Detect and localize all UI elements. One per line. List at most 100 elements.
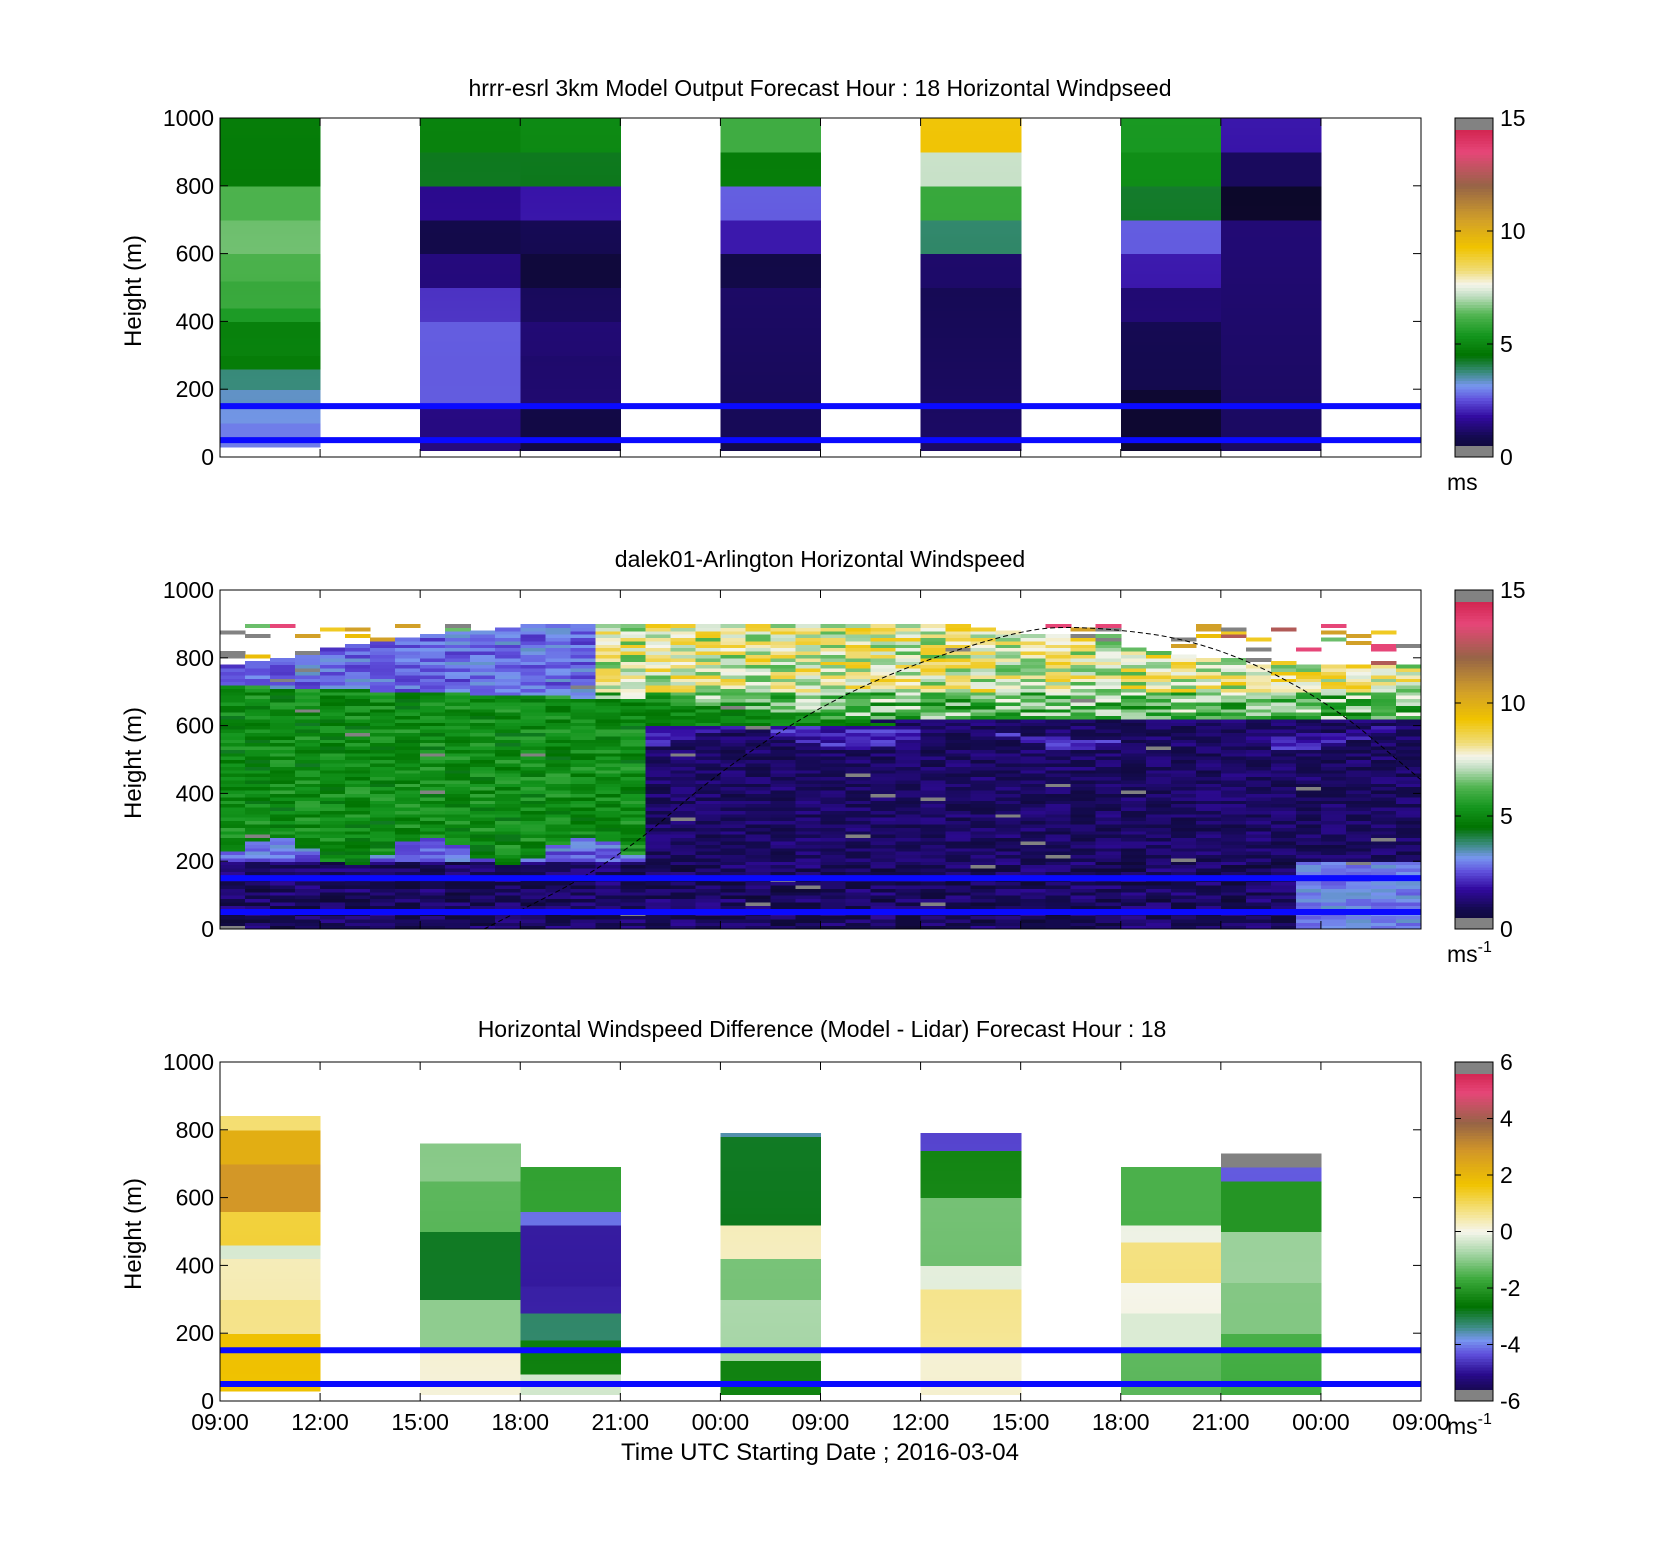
heatmap-cell (520, 389, 621, 394)
heatmap-cell (1095, 688, 1122, 693)
heatmap-cell (1095, 640, 1122, 645)
heatmap-cell (345, 793, 371, 798)
y-tick-label: 400 (176, 308, 214, 334)
heatmap-cell (1045, 895, 1072, 900)
heatmap-cell (1120, 165, 1222, 170)
heatmap-cell (1245, 674, 1272, 679)
panel-lidar-cells (220, 623, 1422, 930)
heatmap-cell (920, 389, 1022, 394)
heatmap-cell (770, 779, 797, 784)
heatmap-cell (370, 749, 396, 754)
heatmap-cell (345, 769, 371, 774)
heatmap-cell (220, 925, 246, 930)
heatmap-cell (920, 307, 1022, 312)
heatmap-cell (1120, 179, 1222, 183)
heatmap-cell (1045, 803, 1072, 808)
heatmap-cell (970, 864, 997, 869)
heatmap-cell (820, 712, 847, 716)
heatmap-cell (495, 749, 521, 754)
heatmap-cell (795, 647, 822, 652)
heatmap-cell (545, 834, 571, 839)
heatmap-cell (720, 881, 746, 886)
heatmap-cell (970, 701, 997, 706)
heatmap-cell (1220, 375, 1322, 380)
heatmap-cell (495, 844, 521, 849)
heatmap-cell (420, 358, 521, 363)
heatmap-cell (845, 915, 872, 920)
heatmap-cell (1045, 868, 1072, 872)
heatmap-cell (220, 396, 321, 400)
heatmap-cell (495, 793, 521, 798)
colorbar-swatch (1455, 295, 1493, 300)
heatmap-cell (770, 681, 797, 686)
heatmap-cell (795, 898, 822, 903)
heatmap-cell (595, 718, 621, 723)
heatmap-cell (520, 715, 546, 720)
heatmap-cell (1145, 664, 1172, 669)
heatmap-cell (1220, 396, 1322, 400)
heatmap-cell (1195, 898, 1222, 903)
heatmap-cell (970, 786, 997, 791)
heatmap-cell (1120, 321, 1222, 326)
heatmap-cell (670, 827, 696, 832)
heatmap-cell (1220, 756, 1247, 761)
heatmap-cell (770, 729, 797, 733)
heatmap-cell (295, 745, 321, 750)
heatmap-cell (1020, 749, 1047, 754)
heatmap-cell (870, 695, 897, 700)
heatmap-cell (1120, 718, 1147, 723)
heatmap-cell (420, 810, 446, 815)
heatmap-cell (595, 793, 621, 798)
heatmap-cell (495, 823, 521, 828)
heatmap-cell (770, 786, 797, 791)
heatmap-cell (270, 891, 296, 896)
heatmap-cell (895, 918, 922, 923)
heatmap-cell (245, 796, 271, 801)
heatmap-cell (695, 895, 721, 900)
heatmap-cell (595, 722, 621, 727)
heatmap-cell (520, 698, 546, 703)
heatmap-cell (220, 331, 321, 336)
heatmap-cell (370, 725, 396, 730)
heatmap-cell (320, 925, 346, 930)
heatmap-cell (1295, 915, 1322, 920)
heatmap-cell (820, 922, 847, 927)
colorbar-swatch (1455, 236, 1493, 240)
heatmap-cell (645, 647, 671, 652)
heatmap-cell (1345, 671, 1372, 676)
heatmap-cell (1195, 854, 1222, 859)
heatmap-cell (470, 810, 496, 815)
heatmap-cell (1320, 718, 1347, 723)
heatmap-cell (445, 861, 471, 866)
heatmap-cell (395, 773, 421, 778)
heatmap-cell (520, 145, 621, 150)
heatmap-cell (395, 888, 421, 893)
colorbar-swatch (1455, 293, 1493, 297)
heatmap-cell (320, 790, 346, 794)
heatmap-cell (370, 915, 396, 920)
heatmap-cell (1320, 664, 1347, 669)
heatmap-cell (945, 837, 972, 842)
heatmap-cell (245, 790, 271, 794)
heatmap-cell (570, 857, 596, 862)
heatmap-cell (545, 708, 571, 713)
heatmap-cell (420, 857, 446, 862)
heatmap-cell (345, 729, 371, 733)
heatmap-cell (720, 668, 746, 672)
heatmap-cell (520, 762, 546, 767)
heatmap-cell (670, 654, 696, 659)
heatmap-cell (520, 429, 621, 434)
heatmap-cell (320, 895, 346, 900)
heatmap-cell (845, 698, 872, 703)
heatmap-cell (670, 857, 696, 862)
heatmap-cell (1120, 345, 1222, 350)
heatmap-cell (370, 884, 396, 889)
heatmap-cell (1045, 800, 1072, 805)
heatmap-cell (295, 891, 321, 896)
heatmap-cell (720, 433, 822, 438)
heatmap-cell (720, 243, 822, 248)
heatmap-cell (320, 823, 346, 828)
heatmap-cell (870, 647, 897, 652)
heatmap-cell (1345, 695, 1372, 700)
heatmap-cell (645, 796, 671, 801)
